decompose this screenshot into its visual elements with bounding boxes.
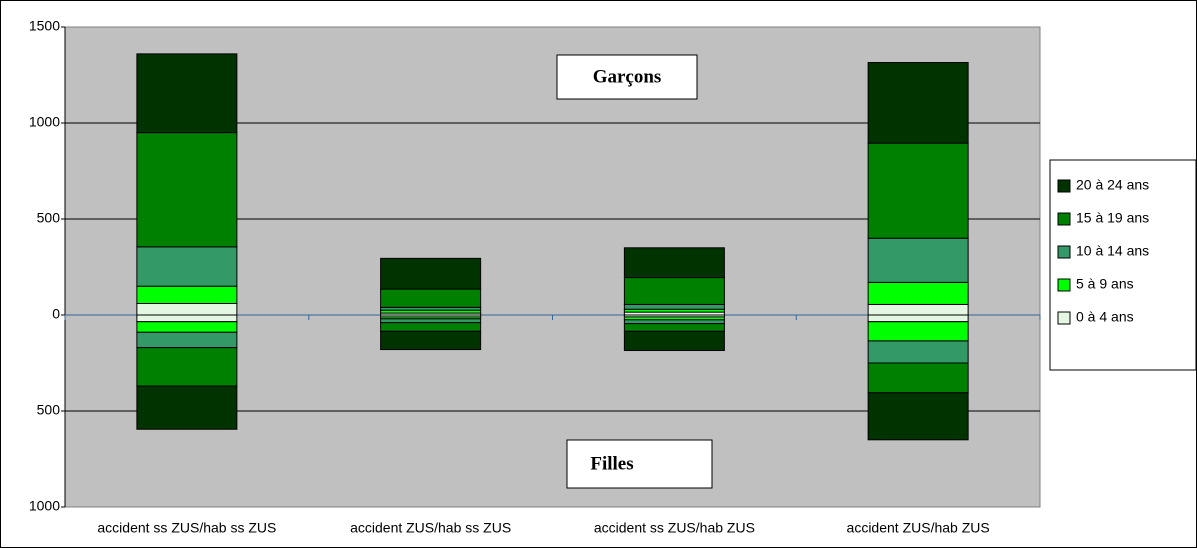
bar-segment xyxy=(136,314,238,323)
bar-segment xyxy=(867,340,969,364)
bar-segment xyxy=(136,321,238,333)
bar-segment xyxy=(867,392,969,441)
legend-label: 15 à 19 ans xyxy=(1076,210,1149,226)
annotation-box xyxy=(566,439,713,489)
bar-segment xyxy=(623,277,725,305)
bar-segment xyxy=(867,142,969,239)
annotation-box xyxy=(556,54,698,100)
bar-segment xyxy=(380,330,482,351)
legend-label: 20 à 24 ans xyxy=(1076,177,1149,193)
legend-box xyxy=(1049,159,1197,371)
bar-segment xyxy=(867,362,969,394)
bar-segment xyxy=(623,330,725,352)
legend-label: 5 à 9 ans xyxy=(1076,276,1134,292)
annotation: Garçons xyxy=(593,66,662,87)
bar-segment xyxy=(623,323,725,332)
x-tick-label: accident ZUS/hab ZUS xyxy=(847,520,990,536)
annotation: Filles xyxy=(590,453,633,474)
legend-swatch xyxy=(1057,212,1071,226)
bar-segment xyxy=(136,132,238,248)
bar-segment xyxy=(136,302,238,316)
bar-segment xyxy=(623,247,725,279)
y-tick-label: 0 xyxy=(52,306,60,322)
bar-segment xyxy=(380,288,482,308)
y-tick-label: 1500 xyxy=(29,18,60,34)
bar-segment xyxy=(867,62,969,144)
legend-swatch xyxy=(1057,179,1071,193)
bar-segment xyxy=(136,331,238,349)
x-tick-label: accident ZUS/hab ss ZUS xyxy=(350,520,511,536)
bar-segment xyxy=(867,281,969,305)
bar-segment xyxy=(867,237,969,283)
bar-segment xyxy=(867,303,969,316)
bar-segment xyxy=(867,314,969,323)
bar-segment xyxy=(136,53,238,134)
bar-segment xyxy=(380,257,482,290)
bar-segment xyxy=(136,285,238,304)
legend-swatch xyxy=(1057,311,1071,325)
legend-label: 10 à 14 ans xyxy=(1076,243,1149,259)
y-tick-label: 500 xyxy=(37,402,61,418)
bar-segment xyxy=(136,347,238,387)
y-tick-label: 1000 xyxy=(29,114,60,130)
bar-segment xyxy=(623,319,725,325)
bar-segment xyxy=(136,246,238,287)
legend-swatch xyxy=(1057,245,1071,259)
bar-segment xyxy=(623,303,725,310)
x-tick-label: accident ss ZUS/hab ZUS xyxy=(594,520,755,536)
y-tick-label: 1000 xyxy=(29,498,60,514)
legend-label: 0 à 4 ans xyxy=(1076,309,1134,325)
legend-swatch xyxy=(1057,278,1071,292)
bar-segment xyxy=(136,385,238,430)
x-tick-label: accident ss ZUS/hab ss ZUS xyxy=(97,520,276,536)
y-tick-label: 500 xyxy=(37,210,61,226)
bar-segment xyxy=(380,322,482,332)
bar-segment xyxy=(380,318,482,324)
bar-segment xyxy=(867,321,969,342)
